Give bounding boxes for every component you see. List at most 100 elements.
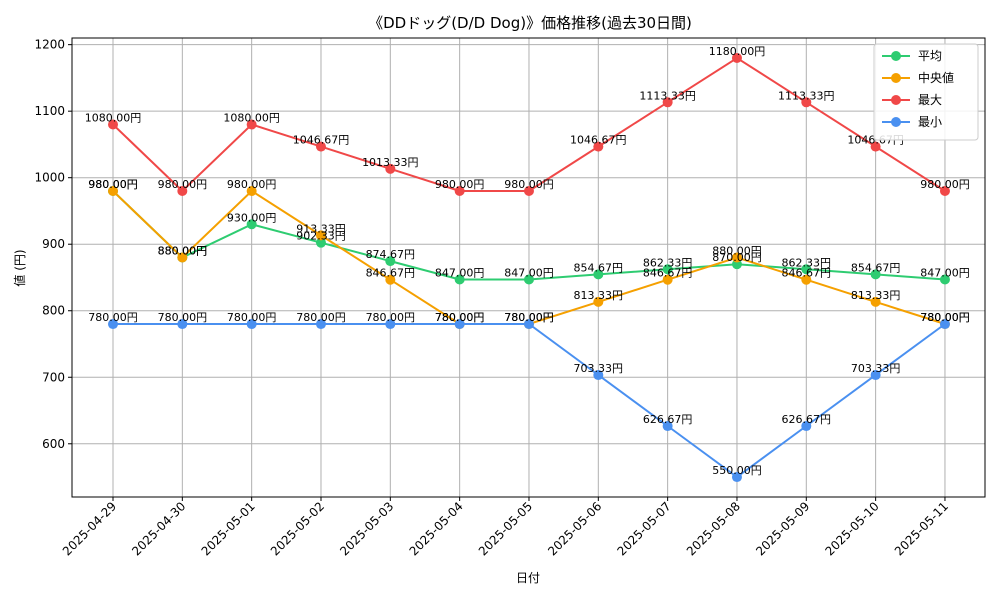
data-label: 813.33円	[851, 289, 901, 302]
data-point	[939, 274, 950, 285]
data-point	[385, 274, 396, 285]
y-tick-label: 1200	[34, 38, 65, 52]
legend-label: 最小	[918, 115, 942, 129]
data-label: 930.00円	[227, 211, 277, 224]
y-tick-label: 700	[42, 370, 65, 384]
plot-frame	[71, 37, 986, 498]
data-label: 780.00円	[920, 311, 970, 324]
data-point	[246, 219, 257, 230]
data-label: 847.00円	[504, 266, 554, 279]
data-point	[246, 186, 257, 196]
data-label: 874.67円	[366, 248, 416, 261]
data-label: 980.00円	[920, 178, 970, 191]
y-tick-label: 1100	[34, 104, 65, 118]
x-tick-label: 2025-04-30	[129, 499, 188, 558]
legend-swatch-marker	[891, 95, 901, 105]
data-point	[870, 269, 881, 280]
y-tick-label: 1000	[34, 171, 65, 185]
data-label: 880.00円	[158, 245, 208, 258]
data-point	[385, 256, 396, 267]
data-label: 980.00円	[88, 178, 138, 191]
data-label: 980.00円	[88, 178, 138, 191]
data-point	[801, 264, 812, 275]
x-tick-label: 2025-05-09	[753, 499, 812, 558]
data-label: 550.00円	[712, 464, 762, 477]
data-point	[177, 319, 188, 330]
data-point	[246, 319, 257, 330]
data-label: 980.00円	[504, 178, 554, 191]
data-point	[662, 274, 673, 285]
y-tick-label: 800	[42, 304, 65, 318]
x-axis-label: 日付	[516, 571, 540, 585]
data-label: 1013.33円	[362, 156, 419, 169]
data-label: 780.00円	[158, 311, 208, 324]
data-labels: 980.00円 880.00円 930.00円 902.33円 874.67円 847.0…	[85, 45, 970, 477]
legend-label: 平均	[918, 49, 942, 63]
data-label: 1080.00円	[85, 111, 142, 124]
legend-label: 中央値	[918, 70, 954, 85]
x-tick-label: 2025-05-05	[476, 499, 535, 558]
x-tick-label: 2025-05-07	[615, 499, 674, 558]
data-label: 913.33円	[296, 222, 346, 235]
data-label: 813.33円	[574, 289, 624, 302]
y-axis-label: 値 (円)	[12, 249, 27, 286]
y-tick-label: 900	[42, 237, 65, 251]
data-point	[801, 421, 812, 432]
x-tick-label: 2025-05-03	[337, 499, 396, 558]
data-label: 780.00円	[504, 311, 554, 324]
data-point	[939, 319, 950, 330]
data-point	[315, 230, 326, 241]
data-label: 980.00円	[435, 178, 485, 191]
data-label: 854.67円	[851, 261, 901, 274]
data-point	[939, 186, 950, 196]
data-label: 1046.67円	[293, 134, 350, 147]
legend-swatch-marker	[891, 73, 901, 83]
data-label: 902.33円	[296, 230, 346, 243]
data-point	[108, 119, 118, 130]
legend-swatch-marker	[891, 51, 901, 61]
x-tick-label: 2025-05-06	[545, 499, 604, 558]
y-tick-label: 600	[42, 437, 65, 451]
data-label: 1180.00円	[709, 45, 766, 58]
data-point	[315, 319, 326, 330]
data-point	[454, 186, 465, 196]
data-point	[385, 319, 396, 330]
data-label: 780.00円	[920, 311, 970, 324]
series-4	[108, 319, 950, 483]
data-point	[523, 319, 534, 330]
x-tick-label: 2025-05-02	[268, 499, 327, 558]
data-label: 862.33円	[643, 256, 693, 269]
data-point	[454, 274, 465, 285]
data-label: 854.67円	[574, 261, 624, 274]
data-label: 703.33円	[851, 362, 901, 375]
data-label: 1113.33円	[778, 89, 835, 102]
data-point	[801, 274, 812, 285]
x-tick-label: 2025-05-11	[892, 499, 951, 558]
data-point	[662, 97, 673, 108]
data-point	[315, 237, 326, 248]
data-point	[108, 319, 118, 330]
data-point	[177, 252, 188, 263]
data-point	[593, 141, 604, 152]
x-tick-label: 2025-05-10	[823, 499, 882, 558]
data-point	[801, 97, 812, 108]
data-label: 780.00円	[504, 311, 554, 324]
data-label: 880.00円	[712, 245, 762, 258]
legend-swatch-marker	[891, 117, 901, 127]
data-point	[662, 264, 673, 275]
data-label: 847.00円	[920, 266, 970, 279]
data-point	[454, 319, 465, 330]
data-label: 846.67円	[643, 267, 693, 280]
data-label: 847.00円	[435, 266, 485, 279]
data-point	[177, 186, 188, 196]
data-label: 780.00円	[88, 311, 138, 324]
x-tick-label: 2025-04-29	[60, 499, 119, 558]
data-point	[593, 370, 604, 381]
data-label: 980.00円	[227, 178, 277, 191]
data-point	[870, 370, 881, 381]
data-point	[731, 52, 742, 63]
data-label: 862.33円	[782, 256, 832, 269]
